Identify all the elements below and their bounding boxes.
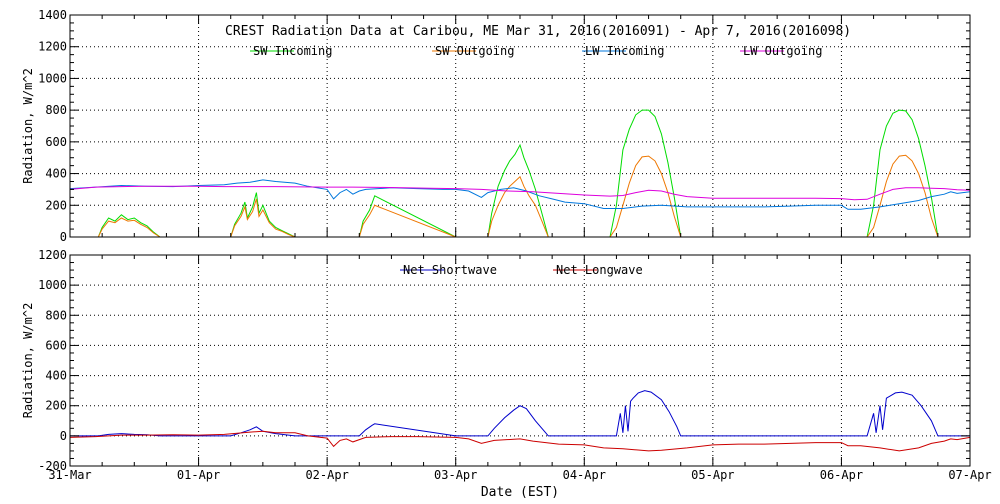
panel-2-ytick-label: 600 <box>45 338 67 352</box>
panel-1-ytick-label: 1200 <box>38 40 67 54</box>
panel-2-legend-label: Net Longwave <box>556 263 643 277</box>
panel-1-ytick-label: 1000 <box>38 71 67 85</box>
panel-1-ytick-label: 1400 <box>38 8 67 22</box>
panel-2-ytick-label: 1000 <box>38 278 67 292</box>
panel-1-series-lw-outgoing <box>69 185 971 201</box>
panel-2-xtick-label: 03-Apr <box>434 468 477 482</box>
panel-1-legend-label: SW Outgoing <box>435 44 514 58</box>
panel-2-xtick-label: 06-Apr <box>820 468 863 482</box>
panel-2-xtick-label: 02-Apr <box>305 468 348 482</box>
panel-2-xtick-label: 31-Mar <box>48 468 91 482</box>
panel-2-xtick-label: 07-Apr <box>948 468 991 482</box>
panel-2-series-net-longwave <box>69 430 971 452</box>
panel-2-xtick-label: 01-Apr <box>177 468 220 482</box>
panel-1-legend-label: LW Incoming <box>585 44 664 58</box>
panel-2-ytick-label: 400 <box>45 369 67 383</box>
panel-1-ytick-label: 600 <box>45 135 67 149</box>
panel-1-ytick-label: 0 <box>60 230 67 244</box>
panel-1-title: CREST Radiation Data at Caribou, ME Mar … <box>225 24 851 39</box>
panel-2-xlabel: Date (EST) <box>481 485 559 500</box>
panel-2-ytick-label: 800 <box>45 308 67 322</box>
panel-1-series-sw-outgoing <box>70 154 970 238</box>
panel-2-ytick-label: -200 <box>38 459 67 473</box>
panel-1-ytick-label: 200 <box>45 198 67 212</box>
panel-2-legend-label: Net Shortwave <box>403 263 497 277</box>
panel-1-ylabel: Radiation, W/m^2 <box>21 68 35 184</box>
panel-2-ylabel: Radiation, W/m^2 <box>21 303 35 419</box>
panel-2-ytick-label: 200 <box>45 399 67 413</box>
panel-1-legend-label: LW Outgoing <box>743 44 822 58</box>
panel-2-frame <box>69 254 971 467</box>
panel-1-legend-label: SW Incoming <box>253 44 332 58</box>
panel-1-ytick-label: 800 <box>45 103 67 117</box>
panel-2-series-net-shortwave <box>70 390 970 437</box>
panel-2-xtick-label: 05-Apr <box>691 468 734 482</box>
panel-2-ytick-label: 1200 <box>38 248 67 262</box>
panel-2-xtick-label: 04-Apr <box>563 468 606 482</box>
panel-1-series-lw-incoming <box>69 179 971 210</box>
panel-1-ytick-label: 400 <box>45 167 67 181</box>
panel-1-frame <box>69 14 971 238</box>
panel-2-ytick-label: 0 <box>60 429 67 443</box>
